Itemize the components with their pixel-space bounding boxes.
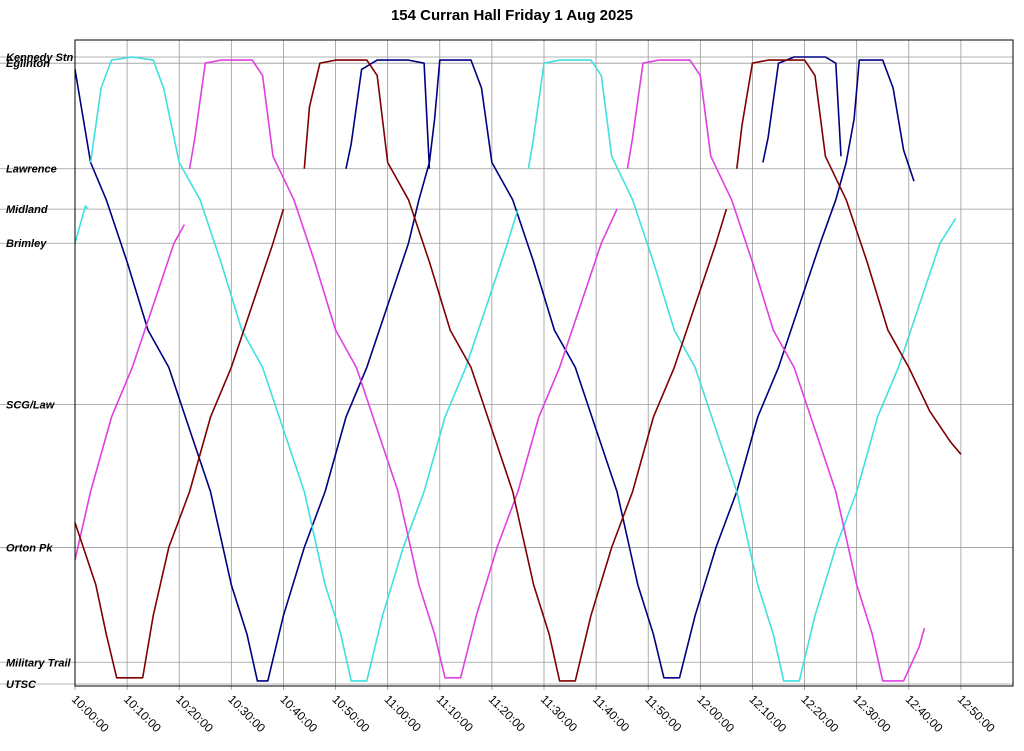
trip-line (736, 59, 962, 455)
time-tick-label: 12:20:00 (798, 692, 841, 735)
trip-line (74, 205, 89, 244)
trip-line (74, 59, 915, 682)
trip-line (188, 59, 618, 679)
trip-line (74, 208, 285, 679)
trip-line (762, 56, 842, 163)
time-tick-label: 10:40:00 (277, 692, 320, 735)
stop-label: UTSC (6, 679, 37, 691)
trip-line (74, 224, 186, 560)
time-tick-label: 12:00:00 (694, 692, 737, 735)
time-tick-label: 10:00:00 (69, 692, 112, 735)
time-tick-label: 12:40:00 (903, 692, 946, 735)
time-tick-label: 12:10:00 (746, 692, 789, 735)
stop-label: Military Trail (6, 657, 72, 669)
time-tick-label: 10:30:00 (225, 692, 268, 735)
trip-line (89, 56, 519, 682)
series-2 (74, 56, 957, 682)
time-tick-label: 10:10:00 (121, 692, 164, 735)
time-tick-label: 10:20:00 (173, 692, 216, 735)
trip-line (527, 59, 957, 682)
trip-line (626, 59, 926, 682)
time-tick-label: 11:20:00 (486, 692, 529, 735)
time-tick-label: 12:50:00 (955, 692, 998, 735)
time-tick-label: 10:50:00 (329, 692, 372, 735)
stop-label: Eglinton (6, 58, 50, 70)
series-4 (74, 59, 962, 682)
time-tick-label: 11:30:00 (538, 692, 581, 735)
trip-line (303, 59, 728, 682)
series-3 (74, 59, 926, 682)
stop-label: Midland (6, 204, 48, 216)
stop-label: Lawrence (6, 164, 57, 176)
time-tick-label: 11:40:00 (590, 692, 633, 735)
series-lines (74, 56, 962, 682)
time-tick-label: 11:00:00 (382, 692, 425, 735)
grid (0, 40, 1013, 690)
series-1 (74, 56, 915, 682)
trip-line (345, 59, 431, 169)
time-tick-label: 11:50:00 (642, 692, 685, 735)
stop-label: Kennedy Stn (6, 52, 74, 64)
plot-frame (74, 39, 1014, 687)
stop-label: SCG/Law (6, 400, 56, 412)
chart-title: 154 Curran Hall Friday 1 Aug 2025 (391, 7, 633, 24)
time-tick-label: 12:30:00 (851, 692, 894, 735)
time-tick-label: 11:10:00 (434, 692, 477, 735)
time-axis-labels: 10:00:00 10:10:00 10:20:00 10:30:00 10:40:00… (69, 692, 998, 735)
stop-label: Orton Pk (6, 542, 53, 554)
stop-label: Brimley (6, 238, 47, 250)
